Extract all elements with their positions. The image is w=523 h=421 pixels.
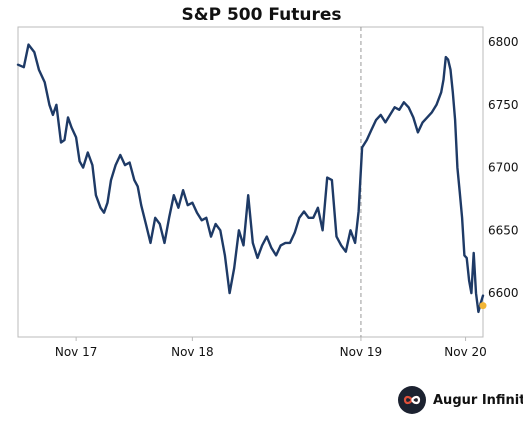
y-tick-label: 6700 [488,161,519,175]
y-tick-label: 6800 [488,35,519,49]
y-tick-label: 6750 [488,98,519,112]
y-axis: 6600 6650 6700 6750 6800 [488,35,519,300]
y-tick-label: 6600 [488,286,519,300]
infinity-logo-icon [398,386,426,414]
y-tick-label: 6650 [488,223,519,237]
x-axis: Nov 17 Nov 18 Nov 19 Nov 20 [55,337,487,359]
brand: Augur Infinity [398,386,523,414]
x-tick-label: Nov 19 [340,345,383,359]
x-tick-label: Nov 17 [55,345,98,359]
brand-name: Augur Infinity [433,392,523,408]
series-line [16,43,485,314]
last-value-marker [479,302,487,310]
x-tick-label: Nov 20 [444,345,487,359]
x-tick-label: Nov 18 [171,345,214,359]
plot-frame [17,26,484,338]
chart-title: S&P 500 Futures [181,5,342,25]
